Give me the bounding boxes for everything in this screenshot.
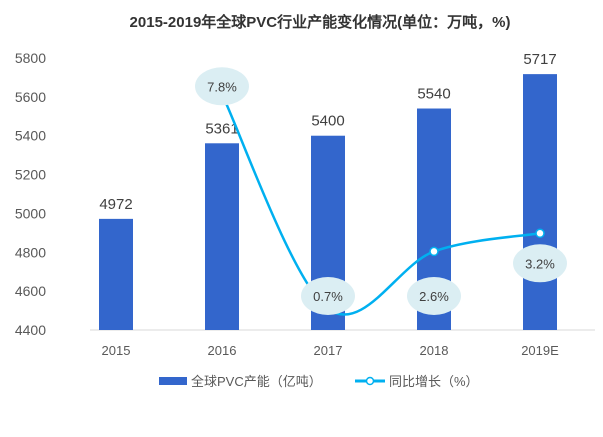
line-marker	[429, 246, 439, 257]
x-tick-label: 2017	[314, 343, 343, 358]
legend-line-label: 同比增长（%）	[389, 374, 479, 389]
x-tick-label: 2016	[208, 343, 237, 358]
data-label-bubble	[407, 277, 461, 315]
line-data-label: 2.6%	[419, 289, 449, 304]
y-tick-label: 4800	[15, 244, 46, 260]
y-tick-label: 5400	[15, 128, 46, 144]
line-data-label: 3.2%	[525, 256, 555, 271]
bar	[99, 218, 133, 330]
x-axis: 2015 2016 2017 2018 2019E	[102, 343, 560, 358]
growth-line	[220, 93, 541, 316]
bar	[523, 74, 557, 330]
bar-data-label: 4972	[99, 196, 132, 213]
line-marker	[535, 228, 545, 239]
bar-data-label: 5361	[205, 120, 238, 137]
y-tick-label: 5200	[15, 167, 46, 183]
y-axis: 4400 4600 4800 5000 5200 5400 5600 5800	[15, 50, 46, 338]
y-tick-label: 5000	[15, 205, 46, 221]
chart-title: 2015-2019年全球PVC行业产能变化情况(单位：万吨，%)	[130, 13, 511, 31]
legend-bar-label: 全球PVC产能（亿吨）	[191, 374, 322, 389]
line-series: 7.8% 0.7% 2.6% 3.2%	[195, 67, 567, 316]
bar-data-label: 5717	[523, 51, 556, 68]
x-tick-label: 2015	[102, 343, 131, 358]
x-tick-label: 2019E	[521, 343, 559, 358]
data-label-bubble	[195, 67, 249, 106]
data-label-bubble	[301, 277, 355, 315]
x-tick-label: 2018	[420, 343, 449, 358]
data-label-bubble	[513, 244, 567, 283]
bar-data-label: 5540	[417, 86, 450, 103]
y-tick-label: 4600	[15, 283, 46, 299]
bar	[205, 143, 239, 330]
legend-line-marker	[365, 376, 375, 386]
line-data-label: 0.7%	[313, 289, 343, 304]
bar-data-label: 5400	[311, 113, 344, 130]
legend: 全球PVC产能（亿吨） 同比增长（%）	[159, 374, 479, 389]
legend-bar-swatch	[159, 377, 187, 385]
y-tick-label: 5600	[15, 89, 46, 105]
y-tick-label: 5800	[15, 50, 46, 66]
y-tick-label: 4400	[15, 322, 46, 338]
line-data-label: 7.8%	[207, 79, 237, 94]
